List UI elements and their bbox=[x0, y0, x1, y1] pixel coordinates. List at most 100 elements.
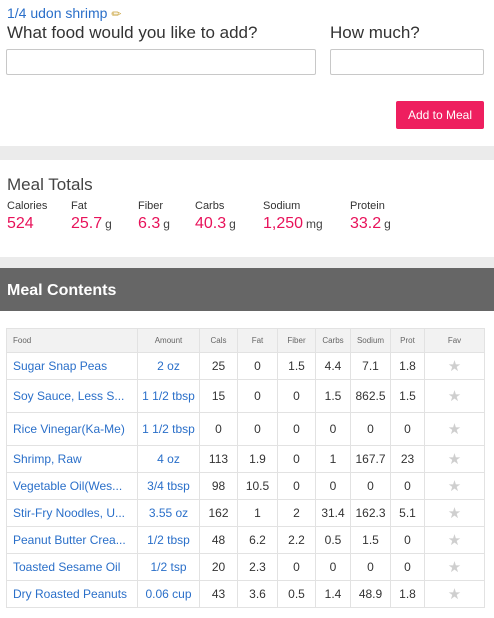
fat-cell: 0 bbox=[238, 353, 278, 380]
column-header-prot[interactable]: Prot bbox=[391, 329, 425, 353]
fat-cell: 0 bbox=[238, 380, 278, 413]
table-row: Vegetable Oil(Wes... 3/4 tbsp 98 10.5 0 … bbox=[7, 473, 485, 500]
total-unit: mg bbox=[306, 217, 323, 231]
amount-link[interactable]: 1/2 tbsp bbox=[138, 527, 200, 554]
amount-link[interactable]: 0.06 cup bbox=[138, 581, 200, 608]
food-link[interactable]: Vegetable Oil(Wes... bbox=[7, 473, 138, 500]
total-unit: g bbox=[229, 217, 236, 231]
star-icon[interactable]: ★ bbox=[425, 554, 485, 581]
total-value: 6.3 bbox=[138, 215, 160, 232]
fiber-cell: 0.5 bbox=[278, 581, 316, 608]
column-header-amount[interactable]: Amount bbox=[138, 329, 200, 353]
total-label: Fat bbox=[71, 200, 112, 212]
amount-link[interactable]: 3/4 tbsp bbox=[138, 473, 200, 500]
fiber-cell: 2 bbox=[278, 500, 316, 527]
carbs-cell: 4.4 bbox=[316, 353, 351, 380]
carbs-cell: 0 bbox=[316, 473, 351, 500]
amount-link[interactable]: 1 1/2 tbsp bbox=[138, 380, 200, 413]
cals-cell: 48 bbox=[200, 527, 238, 554]
column-header-carbs[interactable]: Carbs bbox=[316, 329, 351, 353]
food-link[interactable]: Stir-Fry Noodles, U... bbox=[7, 500, 138, 527]
food-search-input[interactable] bbox=[6, 49, 316, 75]
section-divider bbox=[0, 257, 494, 268]
food-link[interactable]: Dry Roasted Peanuts bbox=[7, 581, 138, 608]
prot-cell: 23 bbox=[391, 446, 425, 473]
meal-totals-title: Meal Totals bbox=[7, 175, 93, 195]
prot-cell: 0 bbox=[391, 473, 425, 500]
pencil-icon[interactable]: ✏ bbox=[111, 7, 121, 21]
amount-link[interactable]: 1/2 tsp bbox=[138, 554, 200, 581]
star-icon[interactable]: ★ bbox=[425, 581, 485, 608]
prot-cell: 1.8 bbox=[391, 353, 425, 380]
table-row: Rice Vinegar(Ka-Me) 1 1/2 tbsp 0 0 0 0 0… bbox=[7, 413, 485, 446]
column-header-cals[interactable]: Cals bbox=[200, 329, 238, 353]
column-header-fav[interactable]: Fav bbox=[425, 329, 485, 353]
column-header-food[interactable]: Food bbox=[7, 329, 138, 353]
total-unit: g bbox=[384, 217, 391, 231]
fiber-cell: 2.2 bbox=[278, 527, 316, 554]
prot-cell: 0 bbox=[391, 554, 425, 581]
sodium-cell: 0 bbox=[351, 473, 391, 500]
cals-cell: 162 bbox=[200, 500, 238, 527]
total-value: 25.7 bbox=[71, 215, 102, 232]
cals-cell: 0 bbox=[200, 413, 238, 446]
total-unit: g bbox=[163, 217, 170, 231]
sodium-cell: 7.1 bbox=[351, 353, 391, 380]
food-link[interactable]: Toasted Sesame Oil bbox=[7, 554, 138, 581]
food-link[interactable]: Soy Sauce, Less S... bbox=[7, 380, 138, 413]
sodium-cell: 48.9 bbox=[351, 581, 391, 608]
table-row: Sugar Snap Peas 2 oz 25 0 1.5 4.4 7.1 1.… bbox=[7, 353, 485, 380]
sodium-cell: 167.7 bbox=[351, 446, 391, 473]
meal-name-text[interactable]: 1/4 udon shrimp bbox=[7, 5, 107, 21]
amount-link[interactable]: 4 oz bbox=[138, 446, 200, 473]
fat-cell: 0 bbox=[238, 413, 278, 446]
meal-name[interactable]: 1/4 udon shrimp ✏ bbox=[7, 5, 121, 21]
add-to-meal-button[interactable]: Add to Meal bbox=[396, 101, 484, 129]
carbs-cell: 1 bbox=[316, 446, 351, 473]
table-row: Peanut Butter Crea... 1/2 tbsp 48 6.2 2.… bbox=[7, 527, 485, 554]
column-header-fat[interactable]: Fat bbox=[238, 329, 278, 353]
prot-cell: 5.1 bbox=[391, 500, 425, 527]
meal-contents-header: Meal Contents bbox=[0, 268, 494, 311]
prot-cell: 1.5 bbox=[391, 380, 425, 413]
amount-link[interactable]: 2 oz bbox=[138, 353, 200, 380]
total-value: 40.3 bbox=[195, 215, 226, 232]
total-value: 1,250 bbox=[263, 215, 303, 232]
star-icon[interactable]: ★ bbox=[425, 527, 485, 554]
cals-cell: 20 bbox=[200, 554, 238, 581]
star-icon[interactable]: ★ bbox=[425, 413, 485, 446]
star-icon[interactable]: ★ bbox=[425, 500, 485, 527]
star-icon[interactable]: ★ bbox=[425, 380, 485, 413]
food-link[interactable]: Shrimp, Raw bbox=[7, 446, 138, 473]
food-link[interactable]: Rice Vinegar(Ka-Me) bbox=[7, 413, 138, 446]
carbs-cell: 0 bbox=[316, 413, 351, 446]
total-label: Calories bbox=[7, 200, 47, 212]
star-icon[interactable]: ★ bbox=[425, 446, 485, 473]
food-link[interactable]: Peanut Butter Crea... bbox=[7, 527, 138, 554]
fiber-cell: 0 bbox=[278, 473, 316, 500]
meal-contents-table: Food Amount Cals Fat Fiber Carbs Sodium … bbox=[6, 328, 484, 608]
carbs-cell: 0.5 bbox=[316, 527, 351, 554]
total-label: Fiber bbox=[138, 200, 170, 212]
column-header-sodium[interactable]: Sodium bbox=[351, 329, 391, 353]
prot-cell: 1.8 bbox=[391, 581, 425, 608]
amount-link[interactable]: 1 1/2 tbsp bbox=[138, 413, 200, 446]
total-value: 33.2 bbox=[350, 215, 381, 232]
star-icon[interactable]: ★ bbox=[425, 353, 485, 380]
section-divider bbox=[0, 146, 494, 160]
fiber-cell: 0 bbox=[278, 413, 316, 446]
column-header-fiber[interactable]: Fiber bbox=[278, 329, 316, 353]
table-row: Stir-Fry Noodles, U... 3.55 oz 162 1 2 3… bbox=[7, 500, 485, 527]
quantity-label: How much? bbox=[330, 23, 420, 43]
total-protein: Protein 33.2 g bbox=[350, 200, 391, 233]
fat-cell: 1.9 bbox=[238, 446, 278, 473]
table-row: Dry Roasted Peanuts 0.06 cup 43 3.6 0.5 … bbox=[7, 581, 485, 608]
fat-cell: 3.6 bbox=[238, 581, 278, 608]
quantity-input[interactable] bbox=[330, 49, 484, 75]
fiber-cell: 1.5 bbox=[278, 353, 316, 380]
cals-cell: 113 bbox=[200, 446, 238, 473]
food-link[interactable]: Sugar Snap Peas bbox=[7, 353, 138, 380]
table-header-row: Food Amount Cals Fat Fiber Carbs Sodium … bbox=[7, 329, 485, 353]
star-icon[interactable]: ★ bbox=[425, 473, 485, 500]
amount-link[interactable]: 3.55 oz bbox=[138, 500, 200, 527]
